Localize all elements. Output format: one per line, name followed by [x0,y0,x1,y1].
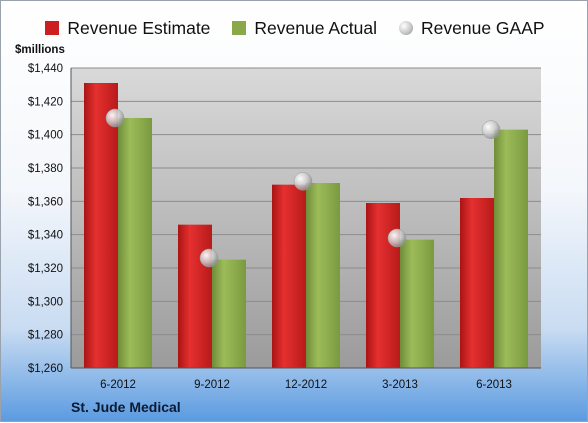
x-tick-label: 6-2013 [476,379,512,391]
bar-revenue-estimate [178,224,212,368]
bar-revenue-actual [400,239,434,368]
marker-revenue-gaap [387,228,407,248]
legend-swatch-revenue-estimate [45,21,60,35]
bar-revenue-estimate [84,83,118,368]
marker-revenue-gaap [293,172,313,191]
bar-revenue-actual [494,129,528,368]
marker-revenue-gaap [105,108,125,128]
marker-revenue-gaap [199,248,219,268]
x-tick-label: 12-2012 [285,379,327,391]
marker-revenue-gaap [481,120,501,139]
legend: Revenue Estimate Revenue Actual Revenue … [1,15,588,41]
y-tick-label: $1,420 [28,96,63,108]
legend-item-revenue-actual: Revenue Actual [232,18,377,39]
legend-swatch-revenue-actual [232,21,247,35]
y-tick-label: $1,280 [28,330,63,342]
y-axis-unit-label: $millions [15,44,65,56]
x-tick-label: 9-2012 [194,379,230,391]
legend-label-revenue-gaap: Revenue GAAP [421,17,545,38]
y-tick-label: $1,440 [28,63,63,75]
bar-revenue-actual [212,259,246,368]
y-tick-label: $1,260 [28,363,63,375]
y-tick-label: $1,380 [28,163,63,175]
y-tick-label: $1,320 [28,263,63,275]
legend-swatch-revenue-gaap [399,21,414,35]
bar-revenue-estimate [460,198,494,368]
x-tick-label: 6-2012 [100,379,136,391]
bar-revenue-actual [118,118,152,368]
legend-label-revenue-estimate: Revenue Estimate [67,17,211,38]
legend-label-revenue-actual: Revenue Actual [254,17,378,38]
legend-item-revenue-gaap: Revenue GAAP [399,18,545,39]
y-tick-label: $1,340 [28,230,63,242]
y-tick-label: $1,300 [28,296,63,308]
bar-revenue-actual [306,183,340,368]
y-tick-label: $1,400 [28,130,63,142]
bar-revenue-estimate [272,184,306,368]
x-tick-label: 3-2013 [382,379,418,391]
company-name: St. Jude Medical [71,399,181,415]
bar-revenue-estimate [366,203,400,368]
legend-item-revenue-estimate: Revenue Estimate [45,18,210,39]
y-tick-label: $1,360 [28,196,63,208]
